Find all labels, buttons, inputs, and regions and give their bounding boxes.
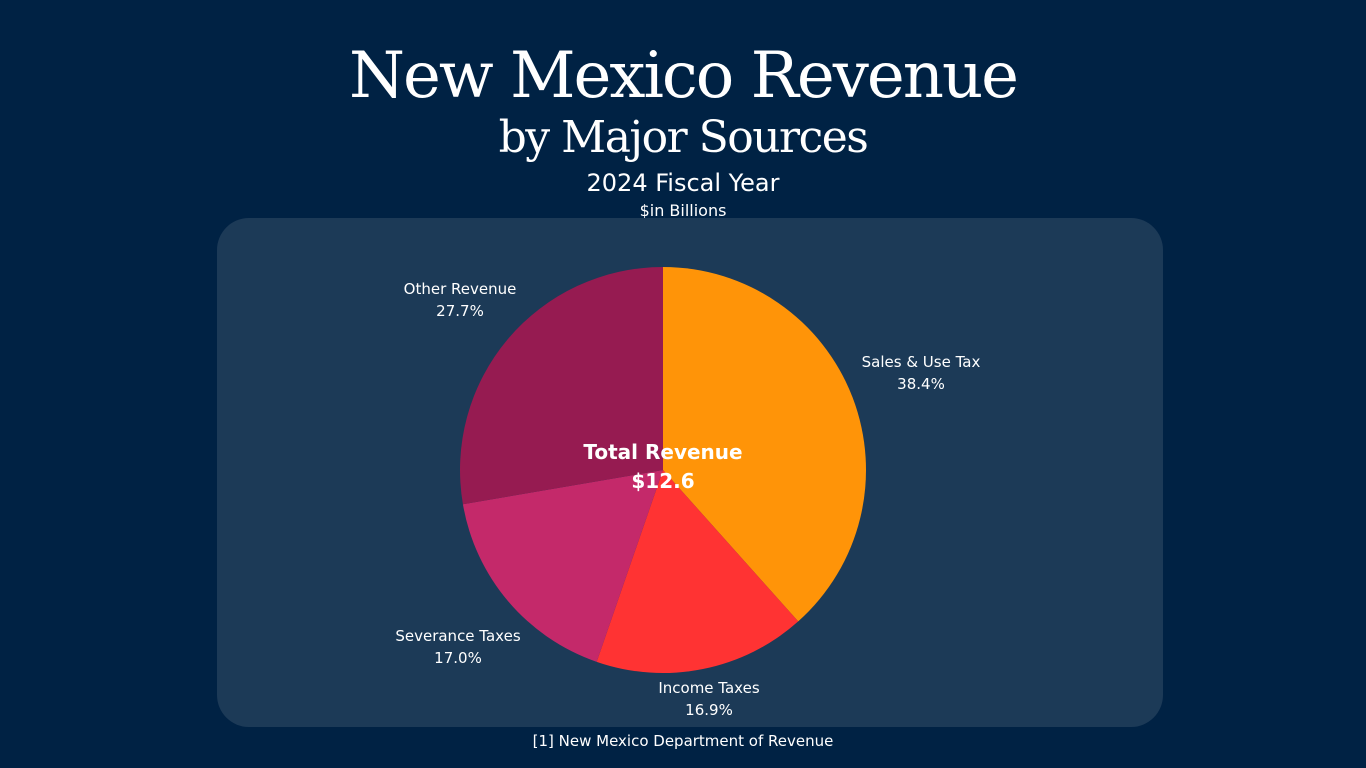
pie-slice-sales-use-tax bbox=[663, 267, 866, 622]
slice-percent-income-taxes: 16.9% bbox=[685, 701, 733, 719]
chart-title: New Mexico Revenue bbox=[348, 39, 1019, 113]
slice-percent-other-revenue: 27.7% bbox=[436, 302, 484, 320]
slice-percent-severance-taxes: 17.0% bbox=[434, 649, 482, 667]
pie-slice-severance-taxes bbox=[462, 470, 663, 662]
pie-labels: Sales & Use Tax 38.4% Income Taxes 16.9% Sev… bbox=[395, 280, 980, 719]
center-total-value: $12.6 bbox=[631, 469, 694, 493]
slice-label-severance-taxes: Severance Taxes bbox=[395, 627, 520, 645]
pie-slice-income-taxes bbox=[596, 470, 799, 673]
slice-label-income-taxes: Income Taxes bbox=[658, 679, 759, 697]
slice-label-sales-use-tax: Sales & Use Tax bbox=[862, 353, 981, 371]
chart-subtitle: by Major Sources bbox=[498, 112, 869, 163]
pie-slice-other-revenue bbox=[460, 267, 663, 505]
fiscal-year-label: 2024 Fiscal Year bbox=[586, 169, 780, 197]
units-label: $in Billions bbox=[639, 201, 727, 220]
source-footnote: [1] New Mexico Department of Revenue bbox=[532, 732, 834, 750]
pie-slices bbox=[460, 267, 866, 673]
slice-percent-sales-use-tax: 38.4% bbox=[897, 375, 945, 393]
center-total-label: Total Revenue bbox=[583, 440, 742, 464]
slice-label-other-revenue: Other Revenue bbox=[404, 280, 517, 298]
